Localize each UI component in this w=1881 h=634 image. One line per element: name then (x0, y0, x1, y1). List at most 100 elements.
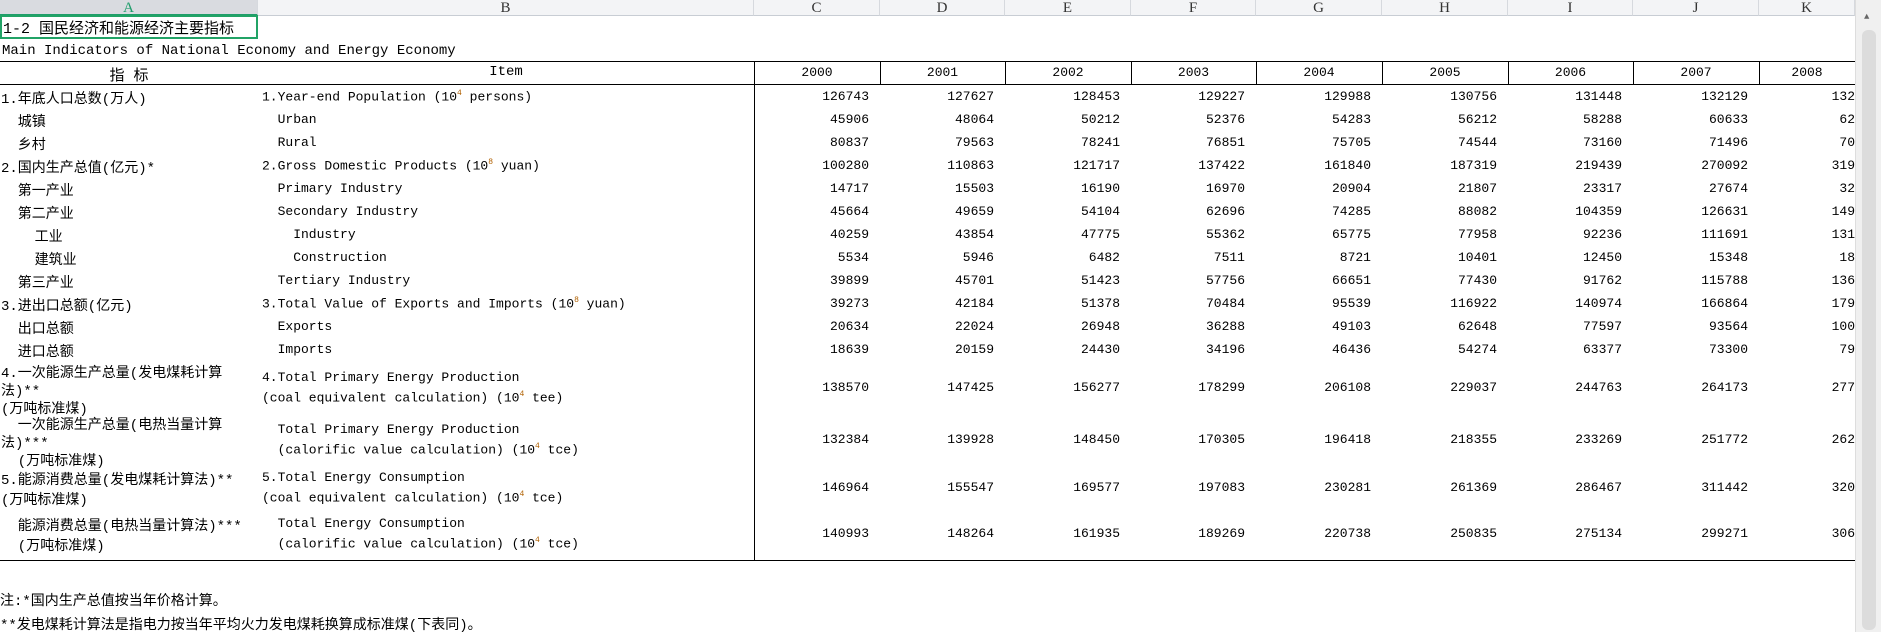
data-cell[interactable]: 218355 (1450, 432, 1497, 447)
data-cell[interactable]: 6482 (1088, 249, 1120, 265)
data-cell[interactable]: 129988 (1324, 88, 1371, 104)
data-cell[interactable]: 10401 (1457, 249, 1497, 265)
data-cell[interactable]: 62696 (1205, 203, 1245, 219)
row-label-en[interactable]: (calorific value calculation) (104 tce) (262, 442, 579, 457)
data-cell[interactable]: 261369 (1450, 480, 1497, 495)
data-cell[interactable]: 14717 (829, 180, 869, 196)
data-cell[interactable]: 54283 (1331, 111, 1371, 127)
data-cell[interactable]: 166864 (1701, 295, 1748, 311)
data-cell[interactable]: 220738 (1324, 526, 1371, 541)
data-cell[interactable]: 116922 (1450, 295, 1497, 311)
data-cell[interactable]: 15348 (1708, 249, 1748, 265)
data-cell[interactable]: 169577 (1073, 480, 1120, 495)
data-cell[interactable]: 129227 (1198, 88, 1245, 104)
row-label-en[interactable]: Total Primary Energy Production (262, 422, 520, 437)
data-cell[interactable]: 187319 (1450, 157, 1497, 173)
data-cell[interactable]: 132384 (822, 432, 869, 447)
data-cell[interactable]: 65775 (1331, 226, 1371, 242)
data-cell[interactable]: 270092 (1701, 157, 1748, 173)
data-cell[interactable]: 93564 (1708, 318, 1748, 334)
data-cell[interactable]: 320 (1831, 480, 1855, 495)
row-label-en[interactable]: Imports (262, 341, 333, 357)
row-label-cn[interactable]: 法)** (1, 384, 41, 400)
data-cell[interactable]: 66651 (1331, 272, 1371, 288)
data-cell[interactable]: 45664 (829, 203, 869, 219)
data-cell[interactable]: 71496 (1708, 134, 1748, 150)
row-label-cn[interactable]: 进口总额 (1, 344, 74, 361)
scroll-up-arrow-icon[interactable]: ▲ (1864, 12, 1870, 22)
data-cell[interactable]: 275134 (1575, 526, 1622, 541)
data-cell[interactable]: 43854 (954, 226, 994, 242)
data-cell[interactable]: 77430 (1457, 272, 1497, 288)
data-cell[interactable]: 319 (1831, 157, 1855, 173)
data-cell[interactable]: 136 (1831, 272, 1855, 288)
column-header-k[interactable]: K (1759, 0, 1855, 16)
column-header-e[interactable]: E (1005, 0, 1131, 16)
data-cell[interactable]: 52376 (1205, 111, 1245, 127)
data-cell[interactable]: 16970 (1205, 180, 1245, 196)
data-cell[interactable]: 156277 (1073, 380, 1120, 395)
data-cell[interactable]: 79 (1839, 341, 1855, 357)
row-label-cn[interactable]: 城镇 (1, 114, 46, 131)
table-title-cn[interactable]: 1-2 国民经济和能源经济主要指标 (3, 21, 235, 38)
data-cell[interactable]: 128453 (1073, 88, 1120, 104)
data-cell[interactable]: 126631 (1701, 203, 1748, 219)
row-label-en[interactable]: 1.Year-end Population (104 persons) (262, 89, 532, 104)
data-cell[interactable]: 161840 (1324, 157, 1371, 173)
header-item-en[interactable]: Item (489, 64, 523, 80)
data-cell[interactable]: 16190 (1080, 180, 1120, 196)
note-1[interactable]: 注:*国内生产总值按当年价格计算。 (0, 594, 227, 610)
header-year[interactable]: 2001 (926, 65, 959, 80)
data-cell[interactable]: 76851 (1205, 134, 1245, 150)
data-cell[interactable]: 100280 (822, 157, 869, 173)
data-cell[interactable]: 70 (1839, 134, 1855, 150)
row-label-cn[interactable]: 建筑业 (1, 252, 77, 269)
row-label-cn[interactable]: (万吨标准煤) (1, 539, 105, 555)
header-year[interactable]: 2004 (1303, 65, 1335, 80)
data-cell[interactable]: 70484 (1205, 295, 1245, 311)
data-cell[interactable]: 49659 (954, 203, 994, 219)
row-label-en[interactable]: Exports (262, 318, 333, 334)
row-label-cn[interactable]: 能源消费总量(电热当量计算法)*** (1, 519, 242, 535)
row-label-cn[interactable]: 法)*** (1, 436, 49, 452)
row-label-cn[interactable]: (万吨标准煤) (1, 402, 88, 418)
data-cell[interactable]: 45701 (954, 272, 994, 288)
data-cell[interactable]: 189269 (1198, 526, 1245, 541)
data-cell[interactable]: 100 (1831, 318, 1855, 334)
data-cell[interactable]: 54274 (1457, 341, 1497, 357)
data-cell[interactable]: 20634 (829, 318, 869, 334)
data-cell[interactable]: 286467 (1575, 480, 1622, 495)
data-cell[interactable]: 45906 (829, 111, 869, 127)
data-cell[interactable]: 24430 (1080, 341, 1120, 357)
data-cell[interactable]: 95539 (1331, 295, 1371, 311)
data-cell[interactable]: 62 (1839, 111, 1855, 127)
row-label-en[interactable]: Construction (262, 249, 387, 265)
data-cell[interactable]: 139928 (947, 432, 994, 447)
data-cell[interactable]: 131448 (1575, 88, 1622, 104)
data-cell[interactable]: 206108 (1324, 380, 1371, 395)
row-label-en[interactable]: 3.Total Value of Exports and Imports (10… (262, 296, 626, 311)
row-label-en[interactable]: 2.Gross Domestic Products (108 yuan) (262, 158, 540, 173)
data-cell[interactable]: 74544 (1457, 134, 1497, 150)
header-item-cn[interactable]: 指 标 (109, 68, 149, 85)
vertical-scrollbar[interactable]: ▲ (1855, 0, 1881, 632)
data-cell[interactable]: 54104 (1080, 203, 1120, 219)
data-cell[interactable]: 32 (1839, 180, 1855, 196)
data-cell[interactable]: 250835 (1450, 526, 1497, 541)
data-cell[interactable]: 229037 (1450, 380, 1497, 395)
row-label-en[interactable]: (coal equivalent calculation) (104 tce) (262, 490, 563, 505)
scrollbar-thumb[interactable] (1862, 30, 1876, 630)
data-cell[interactable]: 18639 (829, 341, 869, 357)
row-label-cn[interactable]: 工业 (1, 229, 63, 246)
data-cell[interactable]: 51423 (1080, 272, 1120, 288)
header-year[interactable]: 2006 (1554, 65, 1587, 80)
header-year[interactable]: 2002 (1052, 65, 1084, 80)
data-cell[interactable]: 197083 (1198, 480, 1245, 495)
data-cell[interactable]: 264173 (1701, 380, 1748, 395)
data-cell[interactable]: 311442 (1701, 480, 1748, 495)
data-cell[interactable]: 21807 (1457, 180, 1497, 196)
row-label-cn[interactable]: 第二产业 (1, 206, 74, 223)
data-cell[interactable]: 251772 (1701, 432, 1748, 447)
row-label-en[interactable]: Industry (262, 226, 356, 242)
data-cell[interactable]: 219439 (1575, 157, 1622, 173)
